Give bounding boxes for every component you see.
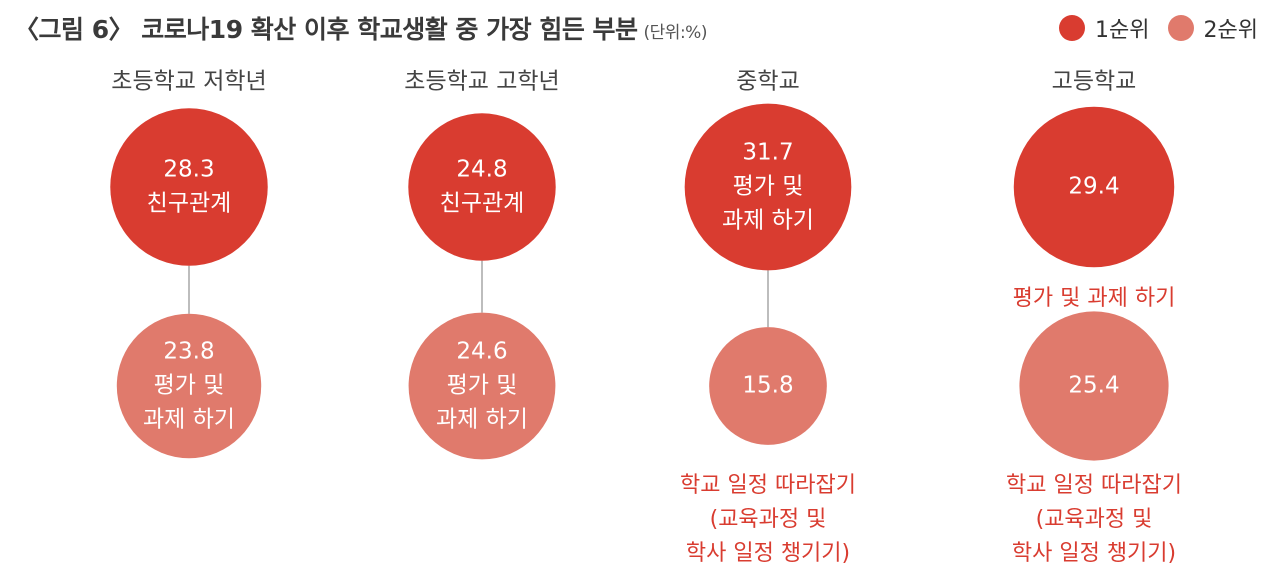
- caption-rank2: 학교 일정 따라잡기: [1006, 473, 1182, 498]
- legend-item-rank2: 2순위: [1167, 12, 1258, 44]
- group-label: 중학교: [736, 69, 799, 95]
- category-label-rank1: 친구관계: [440, 191, 525, 217]
- unit-label: (단위:%): [643, 23, 708, 43]
- bubble-rank2: [709, 327, 827, 445]
- category-label-rank2: 과제 하기: [436, 407, 528, 433]
- group-label: 초등학교 고학년: [404, 69, 559, 95]
- data-label-rank1: 28.3: [163, 157, 214, 183]
- caption-rank2: 학교 일정 따라잡기: [680, 473, 856, 498]
- bubble-rank2: [408, 312, 556, 460]
- caption-rank2: (교육과정 및: [1036, 507, 1153, 532]
- caption-rank2: 학사 일정 챙기기): [686, 541, 850, 566]
- chart-title: 〈그림 6〉 코로나19 확산 이후 학교생활 중 가장 힘든 부분 (단위:%): [14, 10, 707, 46]
- data-label-rank1: 24.8: [456, 157, 507, 183]
- legend-item-rank1: 1순위: [1059, 12, 1150, 44]
- legend-swatch-rank1: [1059, 15, 1086, 41]
- group-label: 고등학교: [1052, 69, 1137, 95]
- legend: 1순위 2순위: [1059, 12, 1258, 44]
- data-label-rank2: 24.6: [456, 339, 507, 365]
- bubble-rank2: [1019, 311, 1169, 461]
- data-label-rank1: 31.7: [742, 140, 793, 166]
- bubble-rank1: [408, 113, 556, 261]
- data-label-rank2: 23.8: [163, 339, 214, 365]
- category-label-rank2: 평가 및: [154, 373, 225, 399]
- legend-label-rank2: 2순위: [1203, 18, 1258, 43]
- bubble-rank1: [110, 108, 268, 266]
- caption-rank1: 평가 및 과제 하기: [1013, 286, 1176, 311]
- bubble-rank1: [684, 103, 852, 271]
- legend-swatch-rank2: [1167, 15, 1194, 41]
- bubble-rank2: [116, 313, 262, 459]
- data-label-rank2: 15.8: [742, 373, 793, 399]
- category-label-rank2: 과제 하기: [143, 407, 235, 433]
- legend-label-rank1: 1순위: [1095, 18, 1150, 43]
- caption-rank2: (교육과정 및: [710, 507, 827, 532]
- category-label-rank1: 친구관계: [147, 191, 232, 217]
- chart-title-text: 〈그림 6〉 코로나19 확산 이후 학교생활 중 가장 힘든 부분: [14, 15, 638, 44]
- data-label-rank2: 25.4: [1068, 373, 1119, 399]
- data-label-rank1: 29.4: [1068, 174, 1119, 200]
- category-label-rank1: 과제 하기: [722, 208, 814, 234]
- group-label: 초등학교 저학년: [111, 69, 266, 95]
- category-label-rank1: 평가 및: [733, 174, 804, 200]
- category-label-rank2: 평가 및: [447, 373, 518, 399]
- caption-rank2: 학사 일정 챙기기): [1012, 541, 1176, 566]
- bubble-rank1: [1013, 106, 1175, 268]
